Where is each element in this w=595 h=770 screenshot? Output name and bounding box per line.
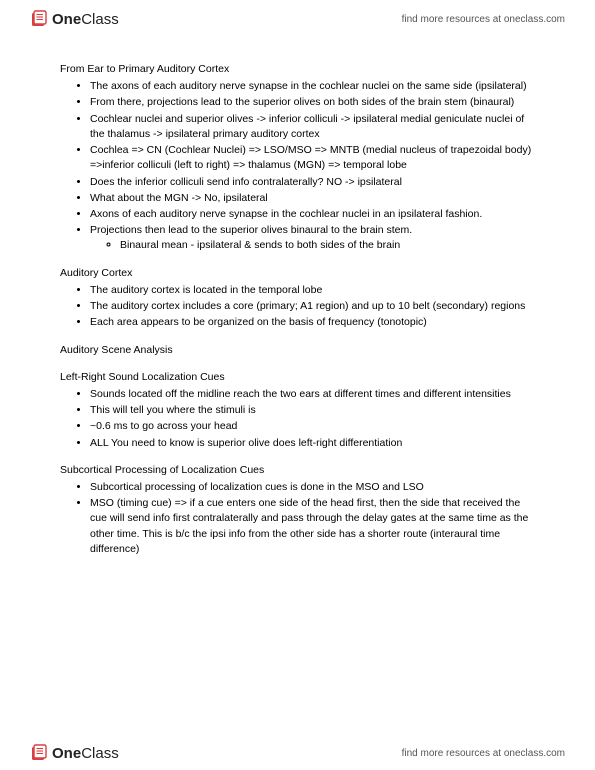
logo[interactable]: OneClass [30, 10, 119, 28]
section-title: Auditory Scene Analysis [60, 343, 535, 358]
section-title: Subcortical Processing of Localization C… [60, 463, 535, 478]
list-item-text: Projections then lead to the superior ol… [90, 224, 412, 236]
footer-logo-text-rest: Class [81, 745, 119, 762]
list-item-text: Cochlea => CN (Cochlear Nuclei) => LSO/M… [90, 144, 531, 171]
list-item: Does the inferior colliculi send info co… [90, 175, 535, 190]
list-item: Binaural mean - ipsilateral & sends to b… [120, 238, 535, 253]
list-item-text: From there, projections lead to the supe… [90, 96, 514, 108]
list-item-text: Cochlear nuclei and superior olives -> i… [90, 113, 524, 140]
logo-text: OneClass [52, 11, 119, 28]
footer-logo-text-bold: One [52, 745, 81, 762]
list-item-text: Sounds located off the midline reach the… [90, 388, 511, 400]
list-item: Cochlear nuclei and superior olives -> i… [90, 112, 535, 142]
header-link[interactable]: find more resources at oneclass.com [402, 14, 565, 25]
list-item: The auditory cortex is located in the te… [90, 283, 535, 298]
list-item-text: What about the MGN -> No, ipsilateral [90, 192, 268, 204]
list-item: Sounds located off the midline reach the… [90, 387, 535, 402]
footer-logo-text: OneClass [52, 745, 119, 762]
bullet-list: The auditory cortex is located in the te… [60, 283, 535, 331]
list-item-text: The auditory cortex includes a core (pri… [90, 300, 525, 312]
list-item: Cochlea => CN (Cochlear Nuclei) => LSO/M… [90, 143, 535, 173]
list-item: Axons of each auditory nerve synapse in … [90, 207, 535, 222]
list-item: Subcortical processing of localization c… [90, 480, 535, 495]
footer-logo[interactable]: OneClass [30, 744, 119, 762]
list-item-text: The auditory cortex is located in the te… [90, 284, 322, 296]
logo-icon [30, 744, 48, 762]
list-item: This will tell you where the stimuli is [90, 403, 535, 418]
bullet-list: Subcortical processing of localization c… [60, 480, 535, 557]
list-item: What about the MGN -> No, ipsilateral [90, 191, 535, 206]
list-item: Projections then lead to the superior ol… [90, 223, 535, 253]
list-item: The auditory cortex includes a core (pri… [90, 299, 535, 314]
page-footer: OneClass find more resources at oneclass… [0, 744, 595, 762]
section-title: From Ear to Primary Auditory Cortex [60, 62, 535, 77]
logo-icon [30, 10, 48, 28]
list-item-text: MSO (timing cue) => if a cue enters one … [90, 497, 528, 555]
list-item: From there, projections lead to the supe… [90, 95, 535, 110]
list-item: MSO (timing cue) => if a cue enters one … [90, 496, 535, 557]
bullet-list: The axons of each auditory nerve synapse… [60, 79, 535, 253]
list-item-text: ALL You need to know is superior olive d… [90, 437, 402, 449]
list-item: Each area appears to be organized on the… [90, 315, 535, 330]
list-item-text: Does the inferior colliculi send info co… [90, 176, 402, 188]
sub-bullet-list: Binaural mean - ipsilateral & sends to b… [90, 238, 535, 253]
list-item-text: ~0.6 ms to go across your head [90, 420, 237, 432]
logo-text-bold: One [52, 11, 81, 28]
list-item-text: The axons of each auditory nerve synapse… [90, 80, 527, 92]
document-body: From Ear to Primary Auditory Cortex The a… [0, 32, 595, 579]
section-title: Left-Right Sound Localization Cues [60, 370, 535, 385]
page-header: OneClass find more resources at oneclass… [0, 0, 595, 32]
list-item: ~0.6 ms to go across your head [90, 419, 535, 434]
list-item-text: Subcortical processing of localization c… [90, 481, 424, 493]
list-item-text: This will tell you where the stimuli is [90, 404, 256, 416]
list-item-text: Each area appears to be organized on the… [90, 316, 427, 328]
logo-text-rest: Class [81, 11, 119, 28]
section-title: Auditory Cortex [60, 266, 535, 281]
list-item: The axons of each auditory nerve synapse… [90, 79, 535, 94]
footer-link[interactable]: find more resources at oneclass.com [402, 748, 565, 759]
list-item: ALL You need to know is superior olive d… [90, 436, 535, 451]
bullet-list: Sounds located off the midline reach the… [60, 387, 535, 451]
list-item-text: Axons of each auditory nerve synapse in … [90, 208, 482, 220]
spacer [60, 360, 535, 370]
